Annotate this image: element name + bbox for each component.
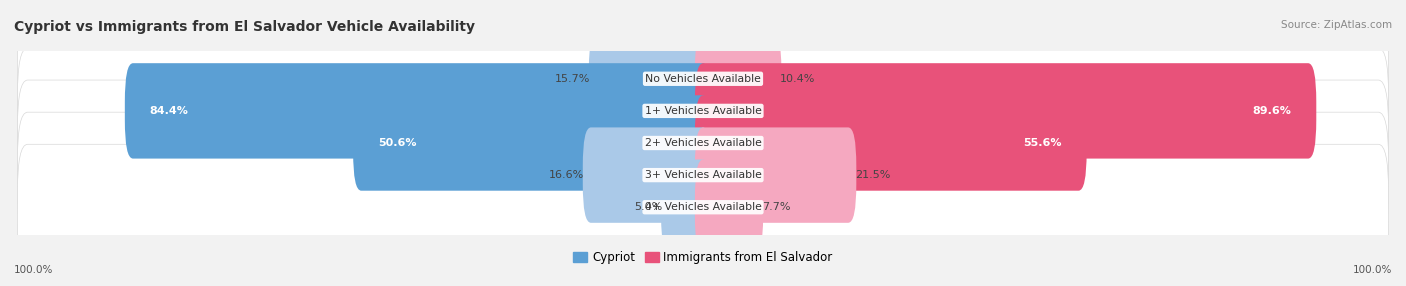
Text: 3+ Vehicles Available: 3+ Vehicles Available [644,170,762,180]
FancyBboxPatch shape [17,80,1389,206]
Text: 10.4%: 10.4% [780,74,815,84]
FancyBboxPatch shape [17,48,1389,174]
FancyBboxPatch shape [695,160,763,255]
FancyBboxPatch shape [582,128,711,223]
Text: Cypriot vs Immigrants from El Salvador Vehicle Availability: Cypriot vs Immigrants from El Salvador V… [14,20,475,34]
Text: 2+ Vehicles Available: 2+ Vehicles Available [644,138,762,148]
Text: No Vehicles Available: No Vehicles Available [645,74,761,84]
FancyBboxPatch shape [17,16,1389,142]
FancyBboxPatch shape [695,95,1087,191]
Text: 1+ Vehicles Available: 1+ Vehicles Available [644,106,762,116]
Text: 100.0%: 100.0% [1353,265,1392,275]
Legend: Cypriot, Immigrants from El Salvador: Cypriot, Immigrants from El Salvador [568,247,838,269]
FancyBboxPatch shape [353,95,711,191]
Text: 15.7%: 15.7% [555,74,591,84]
FancyBboxPatch shape [589,31,711,126]
Text: 5.0%: 5.0% [634,202,662,212]
FancyBboxPatch shape [695,128,856,223]
Text: 55.6%: 55.6% [1024,138,1062,148]
Text: 100.0%: 100.0% [14,265,53,275]
FancyBboxPatch shape [17,144,1389,270]
Text: 50.6%: 50.6% [378,138,416,148]
FancyBboxPatch shape [695,63,1316,158]
FancyBboxPatch shape [17,112,1389,238]
FancyBboxPatch shape [125,63,711,158]
Text: 7.7%: 7.7% [762,202,790,212]
Text: 16.6%: 16.6% [548,170,583,180]
Text: 21.5%: 21.5% [855,170,890,180]
Text: Source: ZipAtlas.com: Source: ZipAtlas.com [1281,20,1392,30]
Text: 89.6%: 89.6% [1253,106,1291,116]
FancyBboxPatch shape [695,31,782,126]
FancyBboxPatch shape [661,160,711,255]
Text: 84.4%: 84.4% [150,106,188,116]
Text: 4+ Vehicles Available: 4+ Vehicles Available [644,202,762,212]
